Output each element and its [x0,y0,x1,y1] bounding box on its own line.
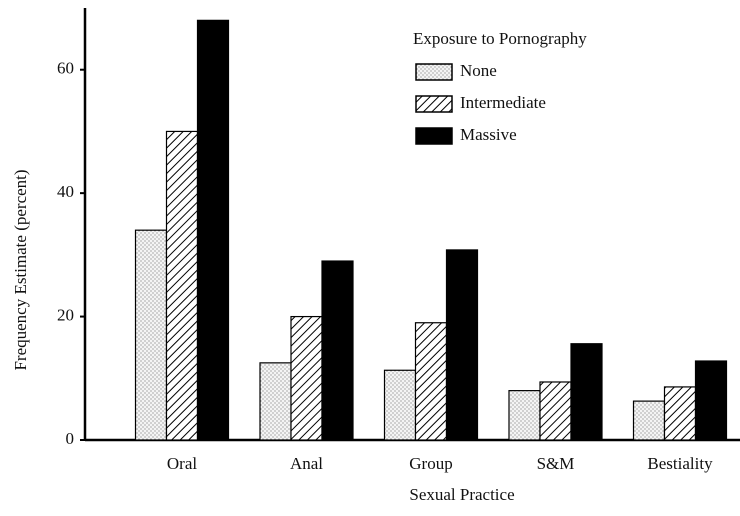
bar [570,343,603,441]
legend-title: Exposure to Pornography [413,29,587,48]
bar [539,381,572,441]
bar [414,322,448,441]
x-tick-label: Anal [290,454,323,473]
legend-swatch [415,127,453,145]
legend-label: Intermediate [460,93,546,112]
legend-swatch [415,95,453,113]
bar [632,400,666,441]
legend-label: Massive [460,125,517,144]
x-tick-label: Group [409,454,452,473]
bar [196,19,230,441]
y-tick-label: 40 [57,182,74,201]
bar [290,315,323,441]
bar [134,229,168,441]
y-tick-label: 20 [57,305,74,324]
y-tick-label: 0 [66,429,75,448]
bar [445,249,479,441]
bar [259,362,292,441]
bar [694,360,728,441]
bar [508,390,541,441]
bar [383,369,417,441]
legend-label: None [460,61,497,80]
x-tick-label: Bestiality [647,454,713,473]
bar [165,130,199,441]
bar [663,386,697,441]
x-tick-label: Oral [167,454,197,473]
y-tick-label: 60 [57,59,74,78]
legend-swatch [415,63,453,81]
y-axis-label: Frequency Estimate (percent) [11,169,30,370]
bar [321,260,354,441]
x-axis-label: Sexual Practice [409,485,514,504]
x-tick-label: S&M [537,454,575,473]
